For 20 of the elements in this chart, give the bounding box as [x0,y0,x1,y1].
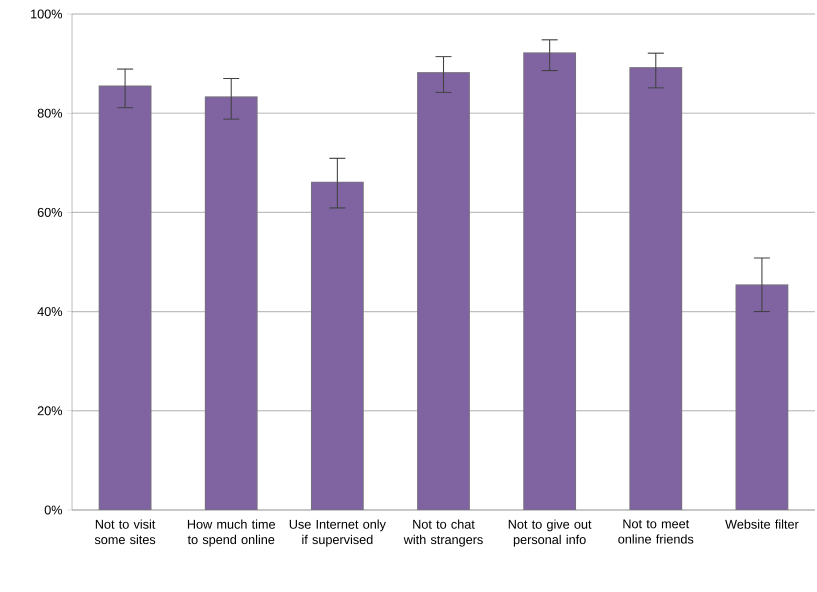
x-tick-label: Not to chat with strangers [404,519,483,547]
y-tick-label: 20% [38,406,62,416]
bar [736,284,788,510]
bar [417,72,470,510]
x-tick-label: How much time to spend online [188,519,275,547]
x-tick-label: Website filter [725,519,799,529]
y-tick-label: 100% [31,10,62,18]
x-tick-label: Use Internet only if supervised [290,519,386,547]
bar [310,182,364,510]
bar [98,86,152,510]
bar [629,67,682,510]
bar [523,52,576,510]
y-tick-label: 40% [37,307,62,316]
x-tick-label: Not to meet online friends [618,519,694,544]
x-tick-label: Not to visit some sites [94,519,156,544]
y-tick-label: 0% [44,506,62,514]
y-tick-label: 60% [38,208,62,217]
bar [204,96,258,510]
x-tick-label: Not to give out personal info [508,519,592,547]
y-tick-label: 80% [38,108,62,118]
